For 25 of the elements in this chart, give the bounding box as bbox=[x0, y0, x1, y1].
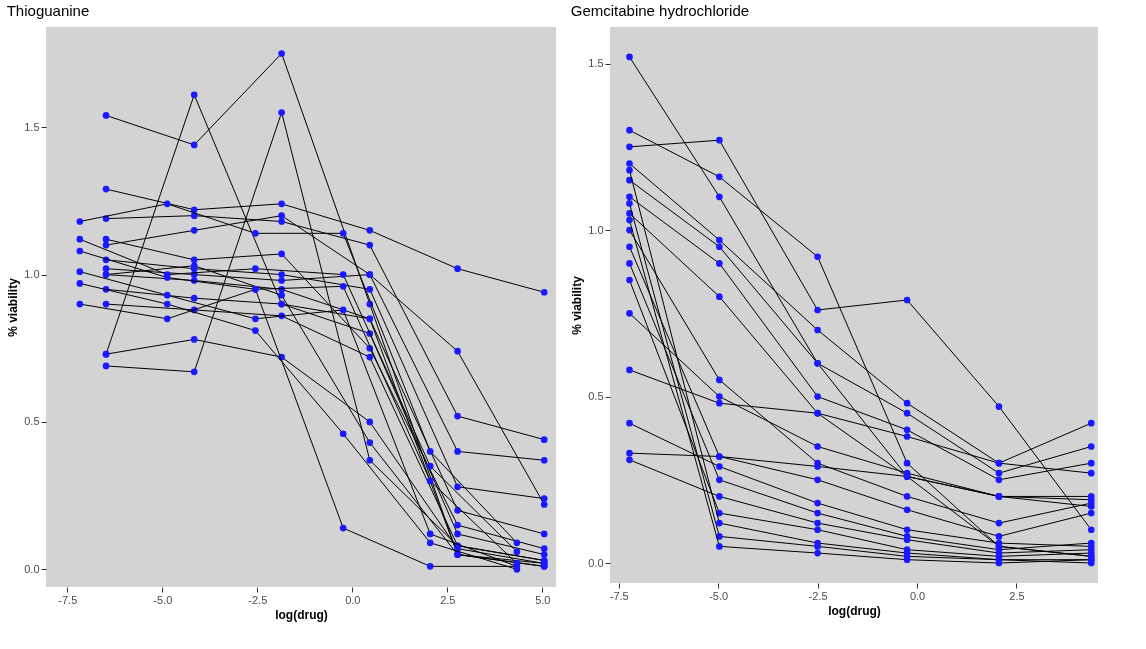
x-tick-label: -5.0 bbox=[153, 593, 173, 606]
y-axis-title: % viability bbox=[570, 275, 585, 335]
y-tick-label: 1.5 bbox=[588, 57, 604, 70]
x-tick-label: -2.5 bbox=[248, 593, 268, 606]
x-tick-label: 2.5 bbox=[440, 593, 456, 606]
y-axis-title: % viability bbox=[6, 277, 21, 337]
x-axis-title: log(drug) bbox=[275, 607, 328, 622]
x-axis-title: log(drug) bbox=[828, 603, 881, 618]
x-tick-label: -5.0 bbox=[709, 589, 729, 602]
y-tick-label: 1.5 bbox=[24, 120, 40, 133]
x-tick-label: 0.0 bbox=[909, 589, 926, 602]
y-tick-label: 0.5 bbox=[24, 415, 40, 428]
x-tick-label: -7.5 bbox=[609, 589, 629, 602]
x-tick-label: 5.0 bbox=[535, 593, 551, 606]
y-tick-label: 1.0 bbox=[588, 223, 604, 236]
x-tick-label: -7.5 bbox=[58, 593, 78, 606]
y-tick-label: 0.0 bbox=[588, 556, 604, 569]
x-tick-label: -2.5 bbox=[808, 589, 828, 602]
x-tick-label: 2.5 bbox=[1009, 589, 1025, 602]
x-tick-label: 0.0 bbox=[345, 593, 361, 606]
y-tick-label: 0.0 bbox=[24, 562, 40, 575]
y-tick-label: 0.5 bbox=[588, 390, 604, 403]
y-tick-label: 1.0 bbox=[24, 268, 40, 281]
chart-title: Thioguanine bbox=[6, 2, 90, 19]
chart-title: Gemcitabine hydrochloride bbox=[570, 2, 750, 19]
